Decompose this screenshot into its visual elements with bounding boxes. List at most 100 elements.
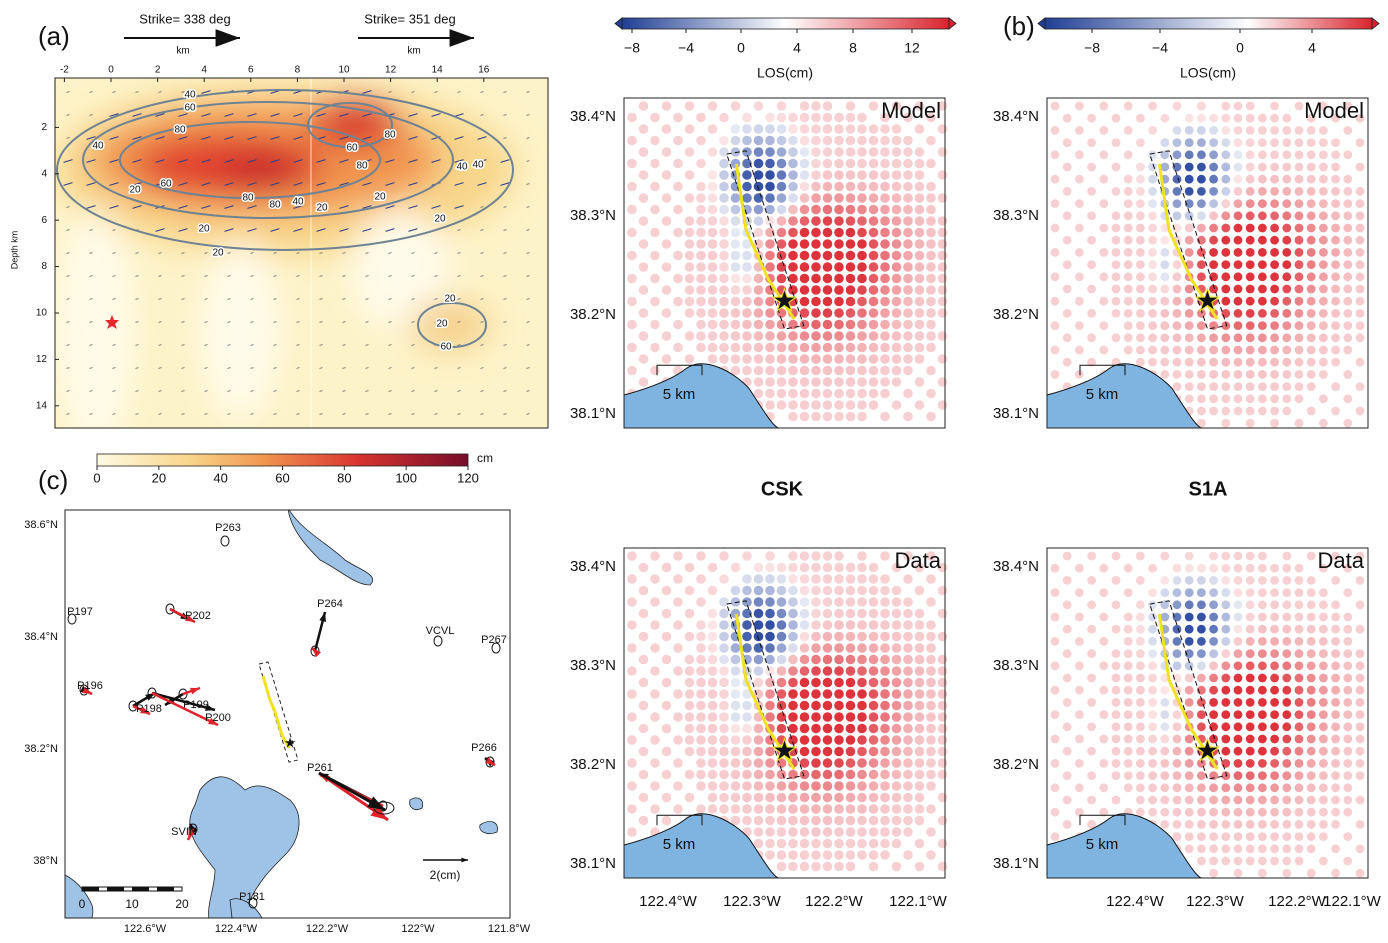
los-sample [1282, 235, 1292, 245]
los-sample [1343, 125, 1353, 135]
los-sample [880, 124, 890, 134]
los-sample [627, 135, 637, 146]
panel-label: (a) [38, 21, 70, 51]
slip-vector [454, 182, 464, 186]
los-sample [696, 239, 706, 249]
los-sample [1306, 199, 1316, 209]
map-frame [1046, 97, 1369, 429]
los-sample [903, 158, 913, 169]
los-sample [1136, 235, 1145, 245]
los-sample [1209, 333, 1218, 343]
los-sample [1184, 370, 1194, 379]
lat-tick-label: 38.4°N [993, 558, 1039, 575]
los-sample [903, 250, 913, 261]
los-sample [627, 342, 637, 353]
los-sample [1270, 600, 1279, 610]
los-sample [730, 723, 741, 734]
los-sample [857, 551, 867, 561]
los-sample [1172, 345, 1182, 355]
colorbar-tick-label: 4 [793, 40, 801, 56]
los-sample [926, 689, 936, 699]
los-sample [1221, 187, 1231, 196]
slip-vector [388, 390, 392, 392]
los-sample [661, 308, 672, 318]
los-sample [730, 296, 741, 307]
los-sample [1221, 272, 1231, 282]
slip-vector [339, 205, 349, 209]
los-sample [707, 608, 718, 619]
los-sample [1331, 382, 1340, 391]
los-sample [1075, 321, 1084, 330]
slip-patch [225, 154, 305, 190]
los-sample [1319, 759, 1328, 768]
los-sample [937, 700, 948, 711]
los-sample [707, 308, 718, 318]
los-sample [914, 342, 925, 353]
los-sample [1087, 600, 1096, 610]
slip-vector [388, 367, 392, 369]
los-sample [903, 723, 913, 734]
los-sample [1221, 649, 1231, 658]
slip-patch [350, 210, 450, 330]
los-sample [834, 746, 844, 757]
los-sample [857, 147, 867, 157]
epicenter: ★ [771, 735, 798, 768]
los-sample [707, 193, 718, 203]
los-sample [1343, 418, 1353, 428]
los-sample [1282, 394, 1292, 404]
los-sample [788, 354, 798, 364]
los-sample [627, 827, 637, 837]
los-sample [891, 781, 902, 791]
los-sample [1160, 612, 1170, 622]
fault-trace [1157, 163, 1219, 320]
slip-vector [66, 137, 70, 139]
los-sample [1172, 309, 1182, 318]
los-sample [1355, 734, 1365, 744]
los-sample [788, 365, 798, 376]
los-sample [845, 170, 856, 180]
slip-vector [408, 228, 418, 232]
los-sample [1087, 673, 1096, 683]
los-sample [834, 804, 844, 814]
los-sample [1209, 637, 1218, 646]
los-sample [1294, 345, 1304, 355]
los-sample [1319, 661, 1328, 671]
los-sample [1331, 637, 1340, 646]
lat-tick-label: 38°N [33, 855, 58, 867]
los-sample [822, 712, 833, 722]
los-sample [845, 585, 856, 596]
los-sample [1282, 138, 1292, 148]
los-sample [1136, 333, 1145, 343]
los-sample [845, 296, 856, 307]
los-sample [765, 319, 775, 330]
los-sample [1123, 746, 1133, 756]
los-sample [1050, 321, 1060, 330]
los-sample [857, 273, 867, 284]
los-sample [903, 735, 913, 745]
los-sample [868, 170, 879, 180]
los-sample [1343, 832, 1353, 841]
los-sample [857, 689, 867, 699]
slip-vector [201, 228, 211, 232]
los-sample [880, 411, 890, 422]
contour-line [119, 121, 381, 199]
los-sample [650, 781, 660, 791]
los-sample [914, 735, 925, 745]
los-sample [1258, 296, 1267, 306]
los-sample [1136, 199, 1145, 209]
los-sample [891, 273, 902, 284]
los-sample [742, 769, 752, 780]
los-sample [1343, 563, 1353, 573]
los-sample [926, 411, 936, 422]
los-sample [776, 597, 787, 607]
los-sample [1270, 612, 1279, 622]
slip-vector [457, 298, 461, 300]
epicenter: ★ [1194, 735, 1221, 768]
los-sample [788, 204, 798, 215]
los-sample [1087, 235, 1096, 245]
los-sample [1294, 418, 1304, 428]
los-sample [1111, 333, 1121, 343]
arrow-shaft [151, 691, 219, 727]
los-sample [1331, 746, 1340, 756]
los-sample [1343, 637, 1353, 646]
